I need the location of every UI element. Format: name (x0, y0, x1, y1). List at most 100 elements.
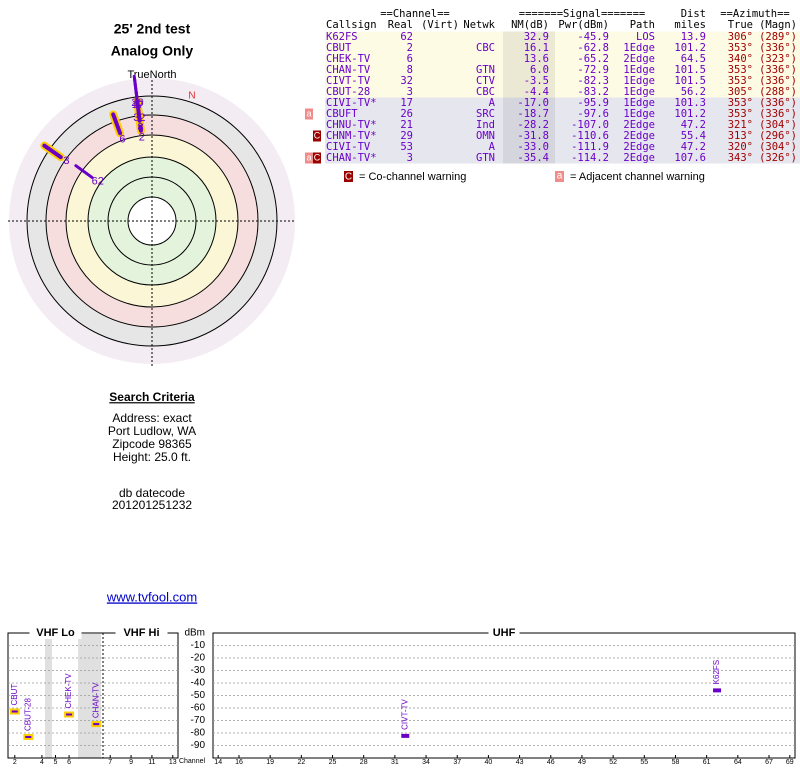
table-cell: 3 (407, 152, 413, 164)
table-cell: (336°) (759, 108, 797, 120)
x-tick-label: 64 (734, 759, 742, 766)
table-cell: 47.2 (681, 119, 706, 131)
table-cell: CBC (476, 86, 495, 98)
section-label: VHF Lo (36, 627, 75, 639)
x-tick-label: 40 (485, 759, 493, 766)
table-cell: -65.2 (577, 53, 609, 65)
x-tick-label: 19 (266, 759, 274, 766)
signal-marker (91, 721, 102, 728)
table-cell: 13.6 (524, 53, 549, 65)
group-header: =======Signal======= (519, 8, 645, 20)
table-cell: 62 (400, 31, 413, 43)
station-label: 32 (133, 112, 145, 124)
signal-label: K62FS (712, 660, 721, 684)
station-label: 6 (119, 134, 125, 146)
group-header: ==Channel== (380, 8, 450, 20)
table-cell: 313° (728, 130, 753, 142)
row-background (325, 31, 800, 43)
table-cell: Ind (476, 119, 495, 131)
panel-border (212, 632, 796, 759)
table-cell: 101.5 (674, 64, 706, 76)
x-tick-label: 28 (360, 759, 368, 766)
x-tick-label: 9 (129, 759, 133, 766)
warning-flag (305, 108, 313, 120)
signal-marker (713, 688, 722, 693)
magnetic-north-label: N (188, 91, 195, 102)
column-header: miles (674, 19, 706, 31)
table-cell: 2Edge (623, 119, 655, 131)
nm-column-shade (503, 31, 555, 43)
table-cell: 101.5 (674, 75, 706, 87)
group-header: ==Azimuth== (720, 8, 790, 20)
table-cell: -114.2 (571, 152, 609, 164)
column-header: (Magn) (759, 19, 797, 31)
table-cell: (336°) (759, 42, 797, 54)
table-cell: 353° (728, 97, 753, 109)
x-tick-label: 5 (54, 759, 58, 766)
x-tick-label: 13 (169, 759, 177, 766)
table-cell: 353° (728, 64, 753, 76)
warning-flag-text: C (314, 130, 321, 140)
table-cell: -95.9 (577, 97, 609, 109)
table-cell: 2Edge (623, 141, 655, 153)
x-tick-label: 31 (391, 759, 399, 766)
column-header: Real (388, 19, 413, 31)
search-line: Height: 25.0 ft. (113, 450, 191, 464)
x-tick-label: 61 (703, 759, 711, 766)
table-cell: 107.6 (674, 152, 706, 164)
table-cell: 340° (728, 53, 753, 65)
table-cell: -35.4 (517, 152, 549, 164)
table-cell: A (489, 141, 496, 153)
table-cell: 56.2 (681, 86, 706, 98)
table-cell: 2Edge (623, 130, 655, 142)
table-cell: -33.0 (517, 141, 549, 153)
legend-text: = Adjacent channel warning (570, 171, 705, 183)
table-cell: (336°) (759, 97, 797, 109)
signal-marker (23, 734, 34, 740)
x-tick-label: 22 (297, 759, 305, 766)
y-tick-label: -40 (191, 678, 206, 689)
table-cell: 321° (728, 119, 753, 131)
table-cell: (288°) (759, 86, 797, 98)
x-tick-label: 7 (108, 759, 112, 766)
x-tick-label: 43 (516, 759, 524, 766)
x-tick-label: 58 (672, 759, 680, 766)
table-cell: -107.0 (571, 119, 609, 131)
x-tick-label: 69 (786, 759, 794, 766)
table-cell: (296°) (759, 130, 797, 142)
nm-column-shade (503, 42, 555, 54)
section-label-bg (488, 627, 520, 639)
column-header: Pwr(dBm) (558, 19, 609, 31)
table-cell: -110.6 (571, 130, 609, 142)
legend-icon: a (557, 171, 563, 182)
column-header: Callsign (326, 19, 377, 31)
table-cell: CTV (476, 75, 496, 87)
table-cell: -82.3 (577, 75, 609, 87)
table-cell: 1Edge (623, 75, 655, 87)
table-cell: CHAN-TV* (326, 152, 377, 164)
signal-label: CIVT-TV (400, 699, 409, 730)
table-cell: CHNM-TV* (326, 130, 377, 142)
warning-flag-text: C (314, 152, 321, 162)
site-link[interactable]: www.tvfool.com (106, 589, 197, 604)
x-tick-label: 67 (765, 759, 773, 766)
table-cell: 8 (407, 64, 413, 76)
nm-column-shade (503, 75, 555, 87)
table-cell: 1Edge (623, 42, 655, 54)
table-cell: CBC (476, 42, 495, 54)
table-cell: -111.9 (571, 141, 609, 153)
x-tick-label: 25 (329, 759, 337, 766)
table-cell: CHEK-TV (326, 53, 371, 65)
table-cell: 343° (728, 152, 753, 164)
north-label: TrueNorth (127, 69, 176, 81)
x-tick-label: 34 (422, 759, 430, 766)
search-criteria: Search Criteria Address: exact Port Ludl… (106, 390, 197, 604)
nm-column-shade (503, 53, 555, 65)
table-cell: 1Edge (623, 97, 655, 109)
row-background (325, 108, 800, 120)
warning-flag (313, 130, 321, 142)
signal-label: CHAN-TV (91, 682, 100, 718)
x-axis-label: Channel (179, 758, 206, 765)
y-tick-label: -70 (191, 715, 206, 726)
